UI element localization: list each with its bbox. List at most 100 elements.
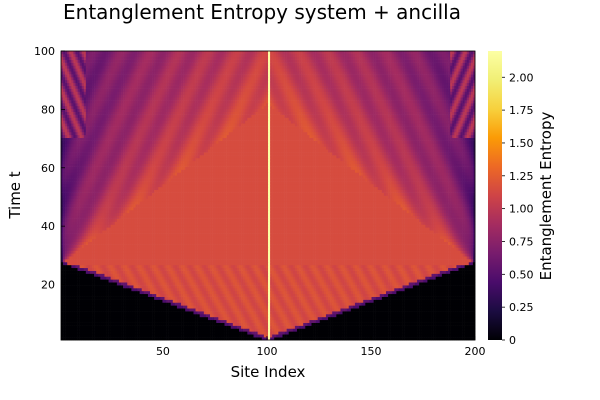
- heatmap-cell: [378, 279, 380, 282]
- heatmap-cell: [345, 302, 347, 305]
- heatmap-cell: [133, 300, 135, 303]
- heatmap-cell: [216, 311, 218, 314]
- heatmap-cell: [390, 314, 392, 317]
- heatmap-cell: [340, 294, 342, 297]
- heatmap-cell: [229, 311, 231, 314]
- heatmap-cell: [167, 305, 169, 308]
- heatmap-cell: [212, 294, 214, 297]
- heatmap-cell: [270, 314, 272, 317]
- heatmap-cell: [403, 334, 405, 337]
- heatmap-cell: [206, 285, 208, 288]
- heatmap-cell: [167, 274, 169, 277]
- heatmap-cell: [425, 320, 427, 323]
- heatmap-cell: [382, 314, 384, 317]
- heatmap-cell: [324, 274, 326, 277]
- heatmap-cell: [394, 314, 396, 317]
- heatmap-cell: [239, 302, 241, 305]
- heatmap-cell: [293, 311, 295, 314]
- heatmap-cell: [425, 328, 427, 331]
- heatmap-cell: [361, 271, 363, 274]
- heatmap-cell: [338, 274, 340, 277]
- heatmap-cell: [299, 302, 301, 305]
- heatmap-cell: [407, 334, 409, 337]
- heatmap-cell: [326, 331, 328, 334]
- heatmap-cell: [133, 297, 135, 300]
- heatmap-cell: [148, 331, 150, 334]
- heatmap-cell: [374, 271, 376, 274]
- heatmap-cell: [179, 294, 181, 297]
- heatmap-cell: [140, 271, 142, 274]
- heatmap-cell: [206, 294, 208, 297]
- heatmap-cell: [200, 334, 202, 337]
- heatmap-cell: [229, 326, 231, 329]
- heatmap-cell: [181, 271, 183, 274]
- heatmap-cell: [150, 294, 152, 297]
- heatmap-cell: [357, 326, 359, 329]
- heatmap-cell: [177, 282, 179, 285]
- heatmap-cell: [208, 308, 210, 311]
- heatmap-cell: [231, 297, 233, 300]
- heatmap-cell: [324, 334, 326, 337]
- heatmap-cell: [351, 294, 353, 297]
- heatmap-cell: [444, 279, 446, 282]
- heatmap-cell: [109, 288, 111, 291]
- heatmap-cell: [338, 302, 340, 305]
- heatmap-cell: [272, 317, 274, 320]
- heatmap-cell: [390, 288, 392, 291]
- heatmap-cell: [251, 285, 253, 288]
- heatmap-cell: [138, 305, 140, 308]
- heatmap-cell: [183, 300, 185, 303]
- heatmap-cell: [231, 302, 233, 305]
- heatmap-cell: [202, 268, 204, 271]
- heatmap-cell: [154, 302, 156, 305]
- heatmap-cell: [369, 282, 371, 285]
- heatmap-cell: [295, 297, 297, 300]
- heatmap-cell: [291, 274, 293, 277]
- heatmap-cell: [167, 276, 169, 279]
- heatmap-cell: [109, 297, 111, 300]
- heatmap-cell: [111, 331, 113, 334]
- heatmap-cell: [359, 282, 361, 285]
- heatmap-cell: [365, 328, 367, 331]
- heatmap-cell: [343, 320, 345, 323]
- heatmap-cell: [343, 331, 345, 334]
- heatmap-cell: [266, 271, 268, 274]
- heatmap-cell: [98, 311, 100, 314]
- heatmap-cell: [307, 271, 309, 274]
- heatmap-cell: [82, 323, 84, 326]
- heatmap-cell: [336, 311, 338, 314]
- heatmap-cell: [243, 268, 245, 271]
- heatmap-cell: [398, 311, 400, 314]
- heatmap-cell: [179, 279, 181, 282]
- heatmap-cell: [409, 323, 411, 326]
- heatmap-cell: [293, 317, 295, 320]
- heatmap-cell: [96, 285, 98, 288]
- heatmap-cell: [456, 297, 458, 300]
- heatmap-cell: [158, 328, 160, 331]
- heatmap-cell: [463, 268, 465, 271]
- heatmap-cell: [469, 328, 471, 331]
- heatmap-cell: [75, 282, 77, 285]
- heatmap-cell: [452, 317, 454, 320]
- heatmap-cell: [415, 328, 417, 331]
- heatmap-cell: [216, 334, 218, 337]
- heatmap-cell: [100, 328, 102, 331]
- heatmap-cell: [202, 297, 204, 300]
- heatmap-cell: [256, 279, 258, 282]
- heatmap-cell: [427, 317, 429, 320]
- heatmap-cell: [469, 282, 471, 285]
- heatmap-cell: [471, 274, 473, 277]
- heatmap-cell: [349, 271, 351, 274]
- heatmap-cell: [469, 276, 471, 279]
- heatmap-cell: [295, 302, 297, 305]
- heatmap-cell: [334, 294, 336, 297]
- heatmap-cell: [227, 314, 229, 317]
- heatmap-cell: [417, 311, 419, 314]
- heatmap-cell: [436, 274, 438, 277]
- heatmap-cell: [200, 285, 202, 288]
- heatmap-cell: [86, 279, 88, 282]
- heatmap-cell: [434, 317, 436, 320]
- heatmap-cell: [427, 314, 429, 317]
- heatmap-cell: [96, 291, 98, 294]
- heatmap-cell: [363, 314, 365, 317]
